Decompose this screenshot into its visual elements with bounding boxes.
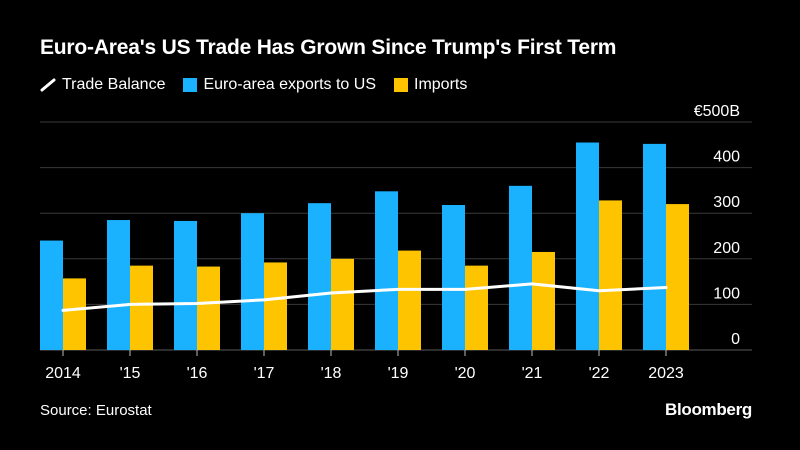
exports-bar — [643, 143, 666, 350]
legend-item-exports: Euro-area exports to US — [183, 76, 376, 94]
y-tick-label: 300 — [713, 194, 740, 211]
legend-item-imports: Imports — [394, 76, 467, 94]
exports-bar — [576, 142, 599, 350]
x-tick-label: '18 — [321, 365, 342, 382]
legend-item-balance: Trade Balance — [40, 76, 165, 94]
x-tick-label: '15 — [120, 365, 141, 382]
exports-bar — [509, 185, 532, 350]
imports-bar — [599, 200, 622, 350]
imports-bar — [130, 265, 153, 350]
y-tick-label: 200 — [713, 240, 740, 257]
y-tick-label: 400 — [713, 149, 740, 166]
exports-bar — [442, 204, 465, 350]
x-tick-label: '17 — [254, 365, 275, 382]
imports-bar — [398, 250, 421, 350]
exports-swatch-icon — [183, 78, 198, 92]
x-tick-label: '22 — [589, 365, 610, 382]
imports-bar — [264, 262, 287, 350]
imports-bar — [666, 204, 689, 350]
exports-bar — [107, 220, 130, 350]
legend: Trade Balance Euro-area exports to US Im… — [40, 76, 485, 94]
x-tick-label: 2014 — [45, 365, 81, 382]
chart-title: Euro-Area's US Trade Has Grown Since Tru… — [40, 36, 617, 59]
legend-label-exports: Euro-area exports to US — [203, 76, 376, 93]
y-tick-label: 100 — [713, 285, 740, 302]
y-tick-label: €500B — [694, 103, 740, 120]
exports-bar — [40, 240, 63, 350]
exports-bar — [241, 213, 264, 350]
imports-bar — [532, 251, 555, 350]
imports-bar — [63, 278, 86, 350]
imports-swatch-icon — [394, 78, 408, 92]
imports-bar — [465, 265, 488, 350]
line-legend-icon — [40, 78, 56, 92]
x-tick-label: 2023 — [648, 365, 684, 382]
imports-bar — [197, 266, 220, 350]
trade-balance-line — [61, 282, 668, 312]
brand-logo: Bloomberg — [664, 400, 752, 419]
legend-label-imports: Imports — [414, 76, 468, 93]
source-note: Source: Eurostat — [40, 402, 152, 419]
exports-bar — [174, 220, 197, 350]
x-tick-label: '19 — [388, 365, 409, 382]
exports-bar — [375, 191, 398, 350]
x-tick-label: '16 — [187, 365, 208, 382]
exports-bar — [308, 203, 331, 350]
legend-label-balance: Trade Balance — [62, 76, 166, 93]
x-tick-label: '20 — [455, 365, 476, 382]
x-tick-label: '21 — [522, 365, 543, 382]
y-tick-label: 0 — [731, 331, 740, 348]
imports-bar — [331, 258, 354, 350]
